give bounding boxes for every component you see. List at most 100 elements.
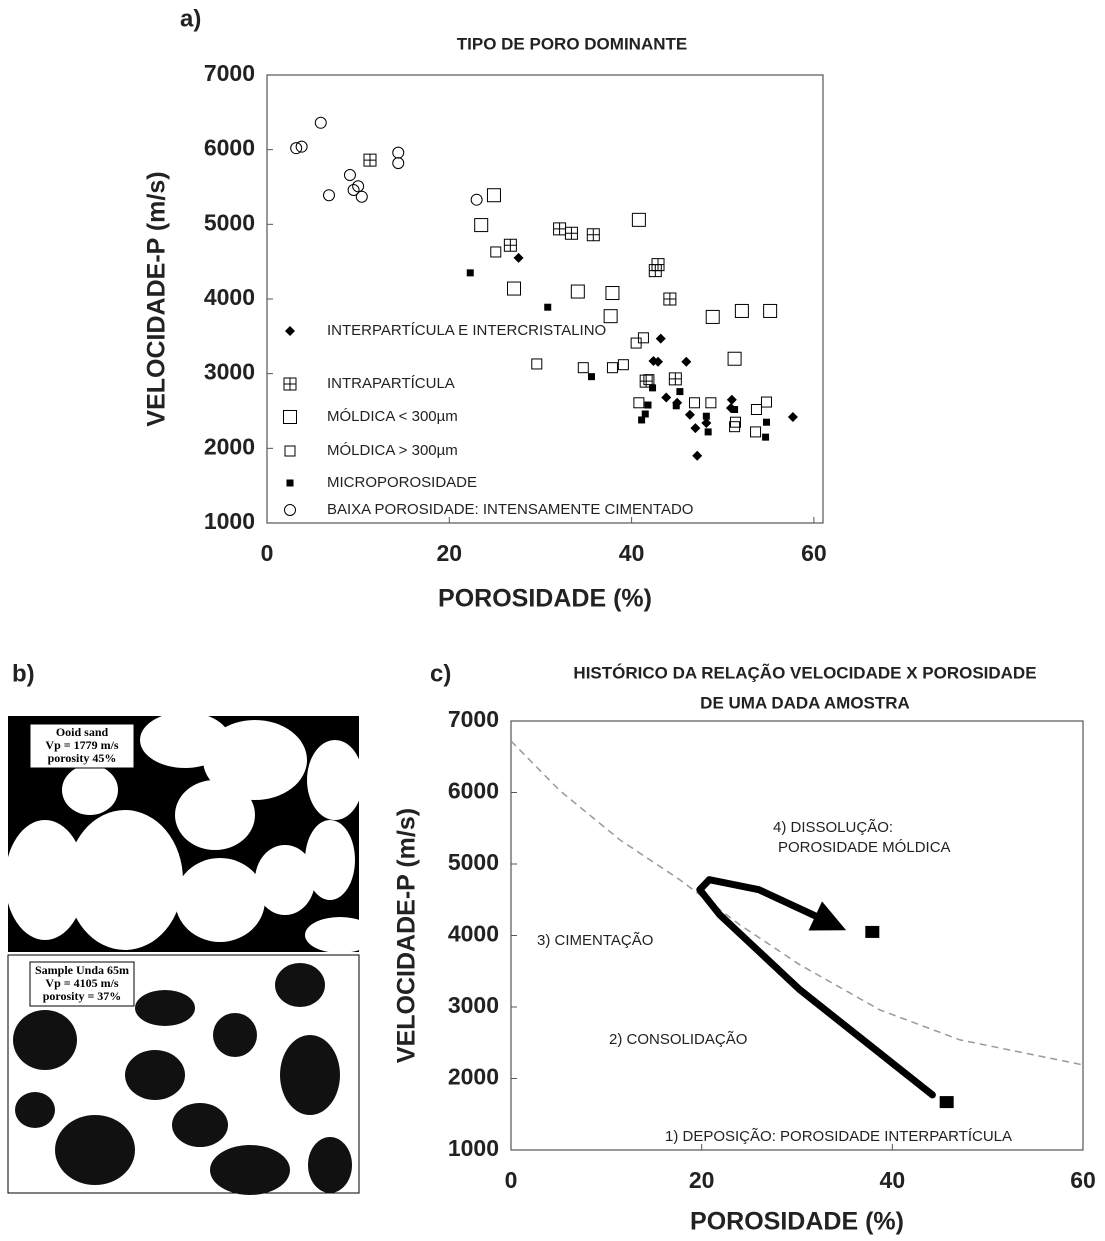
marker <box>564 226 578 240</box>
marker <box>762 418 770 426</box>
marker <box>606 362 618 374</box>
x-tick-label: 20 <box>689 1167 715 1193</box>
legend-label: BAIXA POROSIDADE: INTENSAMENTE CIMENTADO <box>327 501 693 518</box>
marker <box>638 416 646 424</box>
y-tick-label: 7000 <box>448 706 499 732</box>
marker <box>655 333 666 344</box>
y-axis-title: VELOCIDADE-P (m/s) <box>393 808 421 1063</box>
micrograph-label: Vp = 1779 m/s <box>45 738 119 752</box>
marker <box>750 426 762 438</box>
chart-title: TIPO DE PORO DOMINANTE <box>457 34 687 53</box>
y-tick-label: 1000 <box>204 508 255 534</box>
y-tick-label: 6000 <box>204 135 255 161</box>
marker <box>787 411 798 422</box>
marker <box>470 193 483 206</box>
arrow-head <box>808 901 847 931</box>
marker <box>347 183 360 196</box>
micrograph-label: porosity = 37% <box>43 989 122 1003</box>
legend-label: INTERPARTÍCULA E INTERCRISTALINO <box>327 322 606 339</box>
y-tick-label: 2000 <box>448 1064 499 1090</box>
marker <box>352 180 365 193</box>
marker <box>587 373 595 381</box>
x-tick-label: 60 <box>1070 1167 1096 1193</box>
y-tick-label: 5000 <box>448 849 499 875</box>
chart-title: HISTÓRICO DA RELAÇÃO VELOCIDADE X POROSI… <box>573 662 1036 682</box>
y-tick-label: 7000 <box>204 60 255 86</box>
marker <box>570 284 585 299</box>
chart-title: DE UMA DADA AMOSTRA <box>700 693 910 712</box>
marker <box>605 286 620 301</box>
marker <box>663 292 677 306</box>
marker <box>762 433 770 441</box>
marker <box>668 372 682 386</box>
marker <box>653 356 664 367</box>
marker <box>690 423 701 434</box>
legend-marker <box>284 504 296 516</box>
micrograph-label: Sample Unda 65m <box>35 963 129 977</box>
endpoint-marker <box>939 1096 954 1109</box>
x-axis-title: POROSIDADE (%) <box>438 585 652 613</box>
y-axis-title: VELOCIDADE-P (m/s) <box>143 171 171 426</box>
marker <box>750 404 762 416</box>
micrograph-top <box>5 712 375 953</box>
marker <box>392 146 405 159</box>
x-tick-label: 40 <box>619 540 645 566</box>
trend-curve <box>510 740 1084 1066</box>
marker <box>672 402 680 410</box>
marker <box>633 397 645 409</box>
marker <box>474 218 489 233</box>
y-tick-label: 3000 <box>448 992 499 1018</box>
marker <box>544 303 552 311</box>
legend-label: INTRAPARTÍCULA <box>327 375 455 392</box>
marker <box>727 351 742 366</box>
label-box <box>29 961 135 1007</box>
marker <box>322 189 335 202</box>
x-tick-label: 20 <box>436 540 462 566</box>
marker <box>392 157 405 170</box>
legend-label: MÓLDICA < 300µm <box>327 408 458 425</box>
micrograph-label: Ooid sand <box>56 725 109 739</box>
legend-marker <box>285 326 295 336</box>
marker <box>507 281 522 296</box>
marker <box>763 303 778 318</box>
marker <box>314 116 327 129</box>
y-tick-label: 4000 <box>204 284 255 310</box>
marker <box>466 269 474 277</box>
endpoint-marker <box>865 925 880 938</box>
marker <box>688 397 700 409</box>
legend-marker <box>286 479 294 487</box>
x-tick-label: 60 <box>801 540 827 566</box>
legend-marker <box>284 445 296 457</box>
panel-label: c) <box>430 660 451 687</box>
marker <box>731 406 739 414</box>
marker <box>726 394 737 405</box>
marker <box>531 358 543 370</box>
y-tick-label: 5000 <box>204 209 255 235</box>
marker <box>503 238 517 252</box>
marker <box>290 142 303 155</box>
marker <box>649 384 657 392</box>
marker <box>661 392 672 403</box>
legend-label: MICROPOROSIDADE <box>327 474 477 491</box>
panel-label: b) <box>12 660 35 687</box>
y-tick-label: 2000 <box>204 433 255 459</box>
marker <box>363 153 377 167</box>
marker <box>486 188 501 203</box>
marker <box>692 450 703 461</box>
annotation: 4) DISSOLUÇÃO: <box>773 819 893 836</box>
y-tick-label: 1000 <box>448 1135 499 1161</box>
marker <box>705 397 717 409</box>
marker <box>295 140 308 153</box>
legend-marker <box>283 377 297 391</box>
marker <box>734 303 749 318</box>
marker <box>701 417 712 428</box>
annotation: 3) CIMENTAÇÃO <box>537 932 653 949</box>
history-path <box>696 876 936 1099</box>
marker <box>553 222 567 236</box>
x-tick-label: 0 <box>261 540 274 566</box>
marker <box>704 428 712 436</box>
y-tick-label: 6000 <box>448 778 499 804</box>
micrograph-label: porosity 45% <box>48 751 117 765</box>
annotation: 1) DEPOSIÇÃO: POROSIDADE INTERPARTÍCULA <box>665 1128 1012 1145</box>
marker <box>684 409 695 420</box>
